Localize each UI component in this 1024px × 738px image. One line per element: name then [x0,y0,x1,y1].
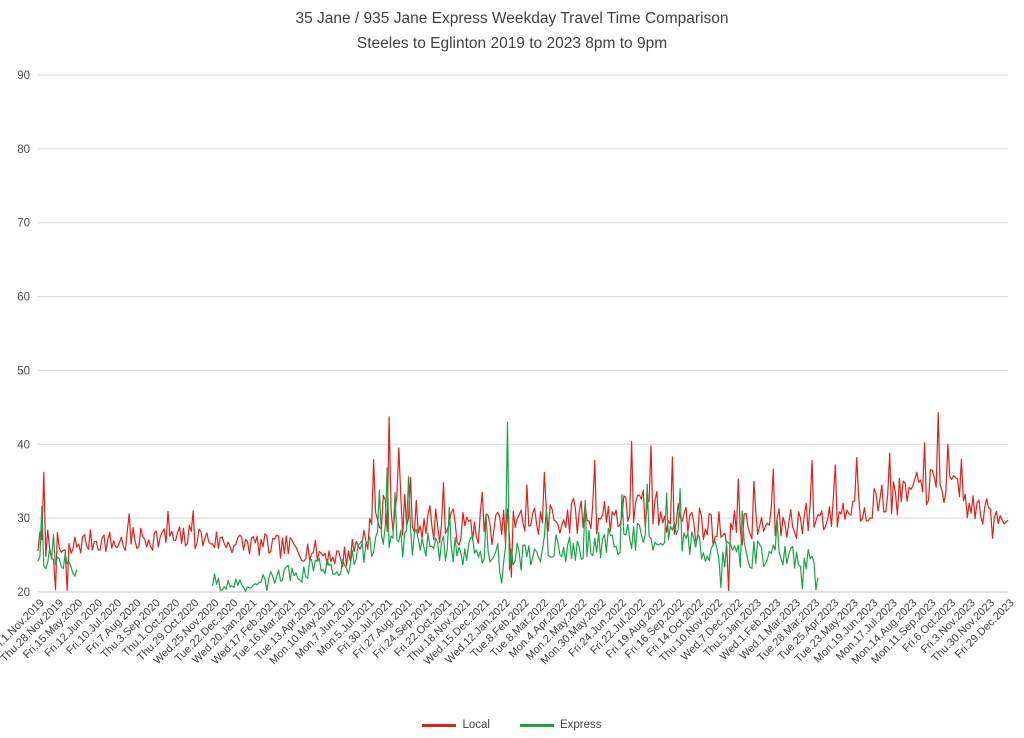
legend-label-local: Local [462,719,490,731]
y-tick-label: 40 [17,439,30,451]
chart-title: 35 Jane / 935 Jane Express Weekday Trave… [0,7,1024,57]
y-tick-label: 80 [17,144,30,156]
legend-swatch-local [422,723,457,727]
chart-title-line1: 35 Jane / 935 Jane Express Weekday Trave… [295,10,729,27]
series-line-express [37,505,78,577]
legend-label-express: Express [559,719,602,731]
legend-swatch-express [519,723,554,727]
y-tick-label: 70 [17,218,30,230]
series-line-express [212,421,819,592]
y-tick-label: 20 [17,587,30,599]
chart-title-line2: Steeles to Eglinton 2019 to 2023 8pm to … [356,34,668,52]
y-tick-label: 90 [17,70,30,82]
y-tick-label: 50 [17,365,30,377]
legend-item-local: Local [422,719,490,731]
legend: Local Express [0,719,1024,731]
series-line-local [37,411,1009,592]
legend-item-express: Express [519,719,602,731]
y-tick-label: 60 [17,292,30,304]
y-tick-label: 30 [17,513,30,525]
